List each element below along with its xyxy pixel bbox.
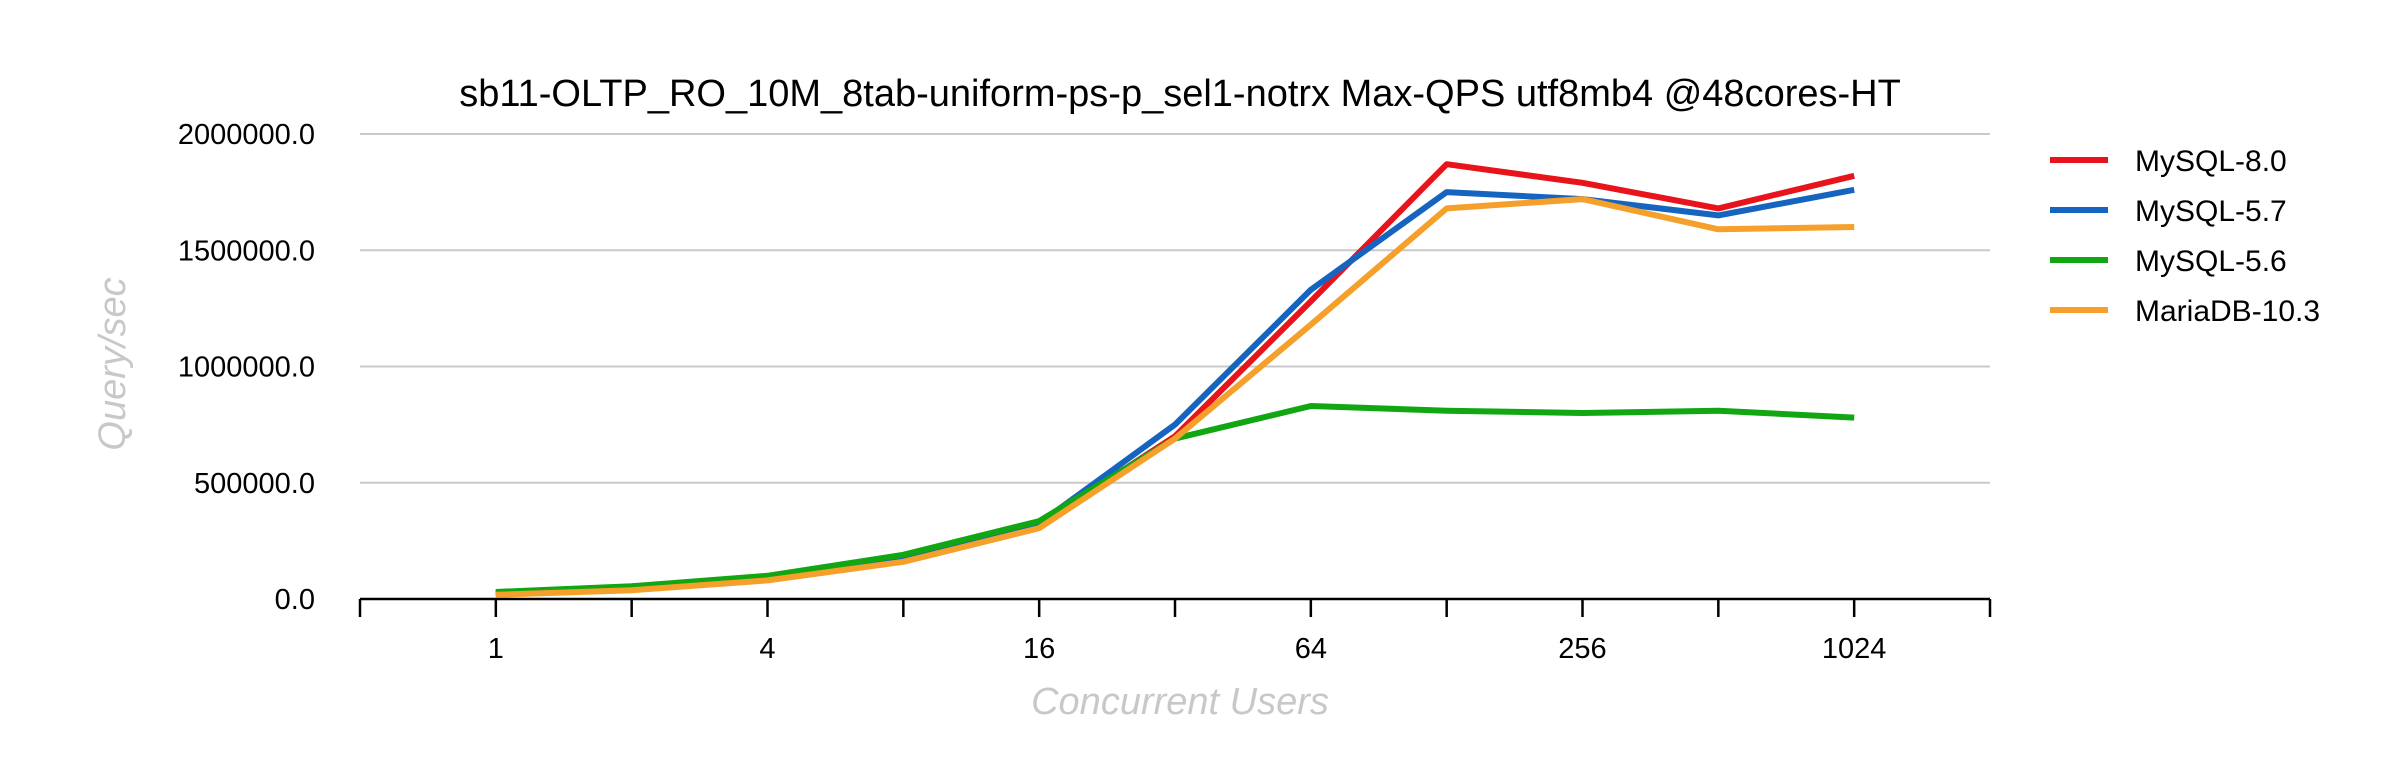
chart-title: sb11-OLTP_RO_10M_8tab-uniform-ps-p_sel1-…	[459, 73, 1901, 115]
y-tick-label: 0.0	[275, 584, 315, 616]
legend-label: MySQL-5.6	[2135, 245, 2287, 278]
x-tick-label: 1024	[1822, 633, 1887, 665]
x-axis-title: Concurrent Users	[1031, 681, 1329, 723]
series-lines	[495, 161, 1855, 598]
grid	[360, 133, 1990, 484]
x-tick-label: 1	[488, 633, 504, 665]
y-axis-title: Query/sec	[92, 277, 134, 450]
legend-label: MySQL-5.7	[2135, 195, 2287, 228]
x-tick-label: 64	[1295, 633, 1327, 665]
series-line-mariadb-10-3	[495, 196, 1855, 598]
legend: MySQL-8.0 MySQL-5.7 MySQL-5.6 MariaDB-10.3	[2050, 145, 2320, 328]
axes: 0.0 500000.0 1000000.0 1500000.0 2000000.0 1 4…	[178, 119, 1992, 665]
y-tick-label: 2000000.0	[178, 119, 315, 151]
legend-label: MariaDB-10.3	[2135, 295, 2320, 328]
y-tick-label: 500000.0	[194, 468, 315, 500]
y-tick-label: 1000000.0	[178, 352, 315, 384]
y-tick-label: 1500000.0	[178, 235, 315, 267]
x-tick-label: 16	[1023, 633, 1055, 665]
x-tick-label: 256	[1558, 633, 1606, 665]
x-tick-label: 4	[759, 633, 775, 665]
legend-label: MySQL-8.0	[2135, 145, 2287, 178]
series-line-mysql-8-0	[495, 161, 1855, 597]
